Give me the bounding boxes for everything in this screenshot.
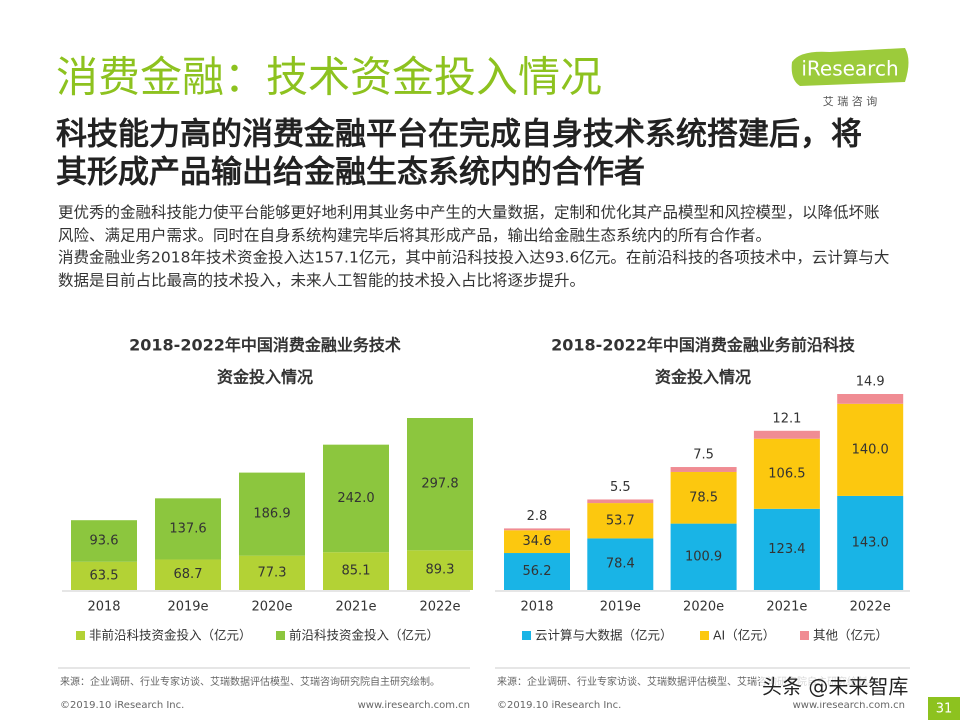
data-label: 7.5 — [693, 448, 714, 463]
data-label: 137.6 — [169, 521, 206, 536]
data-label: 89.3 — [426, 563, 455, 578]
page-number: 31 — [936, 702, 953, 717]
bar-segment — [71, 520, 137, 562]
bar-segment — [837, 495, 904, 590]
page-number-box — [928, 697, 960, 720]
logo-shape — [791, 48, 909, 86]
bar-segment — [837, 394, 904, 404]
data-label: 2.8 — [527, 509, 548, 524]
source: 来源：企业调研、行业专家访谈、艾瑞数据评估模型、艾瑞咨询研究院自主研究绘制。 — [60, 675, 440, 688]
data-label: 85.1 — [342, 564, 371, 579]
url: www.iresearch.com.cn — [793, 700, 905, 711]
x-tick-label: 2022e — [850, 600, 891, 615]
bar-segment — [407, 550, 473, 590]
data-label: 78.5 — [689, 490, 718, 505]
bar-segment — [670, 471, 737, 524]
data-label: 5.5 — [610, 480, 631, 495]
bar-segment — [239, 555, 305, 590]
subtitle: 科技能力高的消费金融平台在完成自身技术系统搭建后，将 — [56, 117, 862, 153]
logo: iResearch — [801, 57, 898, 81]
data-label: 14.9 — [856, 375, 885, 390]
data-label: 100.9 — [685, 549, 722, 564]
bar-segment — [504, 530, 570, 554]
x-tick-label: 2021e — [766, 600, 807, 615]
subtitle: 其形成产品输出给金融生态系统内的合作者 — [56, 155, 645, 191]
bar-segment — [753, 430, 820, 439]
watermark-bg — [760, 672, 930, 702]
bar-segment — [587, 503, 654, 539]
legend-label: 非前沿科技资金投入（亿元） — [89, 628, 252, 643]
legend-swatch — [800, 631, 809, 640]
legend-swatch — [700, 631, 709, 640]
data-label: 56.2 — [523, 564, 552, 579]
bar-segment — [504, 553, 570, 590]
x-tick-label: 2019e — [167, 600, 208, 615]
bar-segment — [587, 538, 654, 590]
bar-segment — [837, 403, 904, 496]
bar-segment — [407, 418, 473, 551]
body-text: 数据是目前占比最高的技术投入，未来人工智能的技术投入占比将逐步提升。 — [58, 272, 585, 290]
legend-label: 云计算与大数据（亿元） — [535, 628, 673, 643]
data-label: 63.5 — [90, 568, 119, 583]
bar-segment — [323, 444, 389, 553]
data-label: 34.6 — [523, 534, 552, 549]
x-tick-label: 2022e — [419, 600, 460, 615]
bar-segment — [239, 472, 305, 556]
data-label: 123.4 — [768, 542, 805, 557]
legend-swatch — [76, 631, 85, 640]
slide-title: 消费金融：技术资金投入情况 — [56, 53, 602, 102]
bar-segment — [323, 552, 389, 590]
chart-title: 2018-2022年中国消费金融业务技术 — [129, 336, 401, 355]
body-text: 消费金融业务2018年技术资金投入达157.1亿元，其中前沿科技投入达93.6亿… — [58, 248, 889, 267]
chart-title: 资金投入情况 — [217, 368, 313, 387]
logo-sub: 艾 瑞 咨 询 — [823, 94, 878, 108]
data-label: 53.7 — [606, 513, 635, 528]
bar-segment — [155, 559, 221, 590]
copyright: ©2019.10 iResearch Inc. — [60, 700, 184, 711]
copyright: ©2019.10 iResearch Inc. — [497, 700, 621, 711]
bar-segment — [71, 561, 137, 590]
data-label: 68.7 — [174, 567, 203, 582]
chart-title: 资金投入情况 — [655, 368, 751, 387]
bar-segment — [753, 508, 820, 590]
legend-label: 前沿科技资金投入（亿元） — [289, 628, 439, 643]
x-tick-label: 2018 — [87, 600, 120, 615]
data-label: 77.3 — [258, 565, 287, 580]
legend-label: AI（亿元） — [713, 628, 775, 643]
body-text: 更优秀的金融科技能力使平台能够更好地利用其业务中产生的大量数据，定制和优化其产品… — [58, 204, 880, 222]
data-label: 242.0 — [337, 491, 374, 506]
x-tick-label: 2021e — [335, 600, 376, 615]
x-tick-label: 2018 — [520, 600, 553, 615]
data-label: 297.8 — [421, 477, 458, 492]
x-tick-label: 2020e — [251, 600, 292, 615]
url: www.iresearch.com.cn — [358, 700, 470, 711]
bar-segment — [155, 498, 221, 560]
legend-swatch — [276, 631, 285, 640]
chart-title: 2018-2022年中国消费金融业务前沿科技 — [551, 336, 856, 355]
legend-label: 其他（亿元） — [813, 628, 888, 643]
bar-segment — [504, 528, 570, 531]
data-label: 186.9 — [253, 507, 290, 522]
bar-segment — [753, 438, 820, 509]
data-label: 143.0 — [852, 535, 889, 550]
data-label: 106.5 — [768, 466, 805, 481]
watermark: 头条 @未来智库 — [762, 675, 908, 699]
bar-segment — [670, 523, 737, 590]
bar-segment — [587, 499, 654, 504]
data-label: 93.6 — [90, 533, 119, 548]
bar-segment — [670, 467, 737, 472]
body-text: 风险、满足用户需求。同时在自身系统构建完毕后将其形成产品，输出给金融生态系统内的… — [58, 227, 771, 245]
data-label: 78.4 — [606, 557, 635, 572]
x-tick-label: 2020e — [683, 600, 724, 615]
data-label: 140.0 — [852, 442, 889, 457]
legend-swatch — [522, 631, 531, 640]
x-tick-label: 2019e — [600, 600, 641, 615]
data-label: 12.1 — [772, 411, 801, 426]
